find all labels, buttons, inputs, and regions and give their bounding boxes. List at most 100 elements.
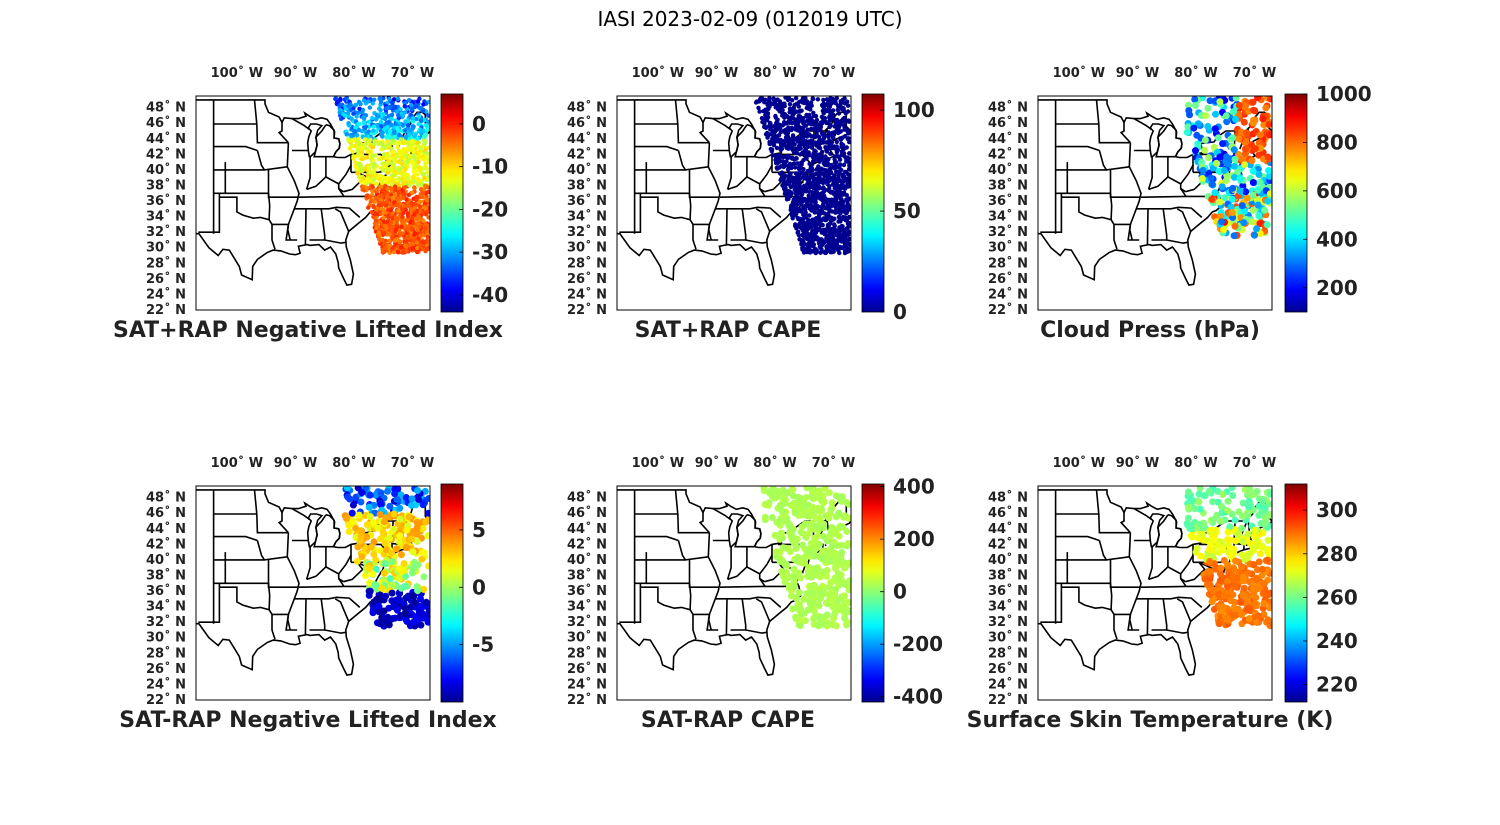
data-point [1224, 497, 1232, 505]
data-point [422, 598, 430, 606]
lat-tick-label: 34˚ N [146, 209, 186, 225]
data-point [816, 178, 821, 183]
state-border [1147, 546, 1153, 580]
data-point [405, 513, 413, 521]
state-border [755, 208, 771, 232]
data-point [802, 132, 807, 137]
lat-tick-label: 32˚ N [567, 614, 607, 630]
lon-tick-label: 80˚ W [753, 455, 796, 471]
data-point [815, 488, 823, 496]
data-point [832, 160, 838, 165]
data-point [378, 584, 386, 592]
state-border [1176, 208, 1192, 232]
data-point [397, 141, 402, 146]
state-border [1185, 561, 1213, 583]
state-border [309, 598, 326, 631]
data-point [808, 503, 816, 511]
data-point [352, 524, 360, 532]
data-point [823, 572, 830, 580]
data-point [1214, 541, 1222, 549]
data-point [1205, 154, 1212, 162]
data-point [823, 154, 828, 159]
colorbar [440, 93, 464, 313]
state-border [1146, 208, 1149, 245]
state-border [272, 613, 298, 631]
data-point [821, 108, 826, 113]
state-border [693, 613, 719, 631]
data-point [844, 127, 849, 132]
data-point [771, 138, 776, 143]
data-point [376, 202, 381, 208]
data-point [362, 180, 367, 185]
data-point [416, 149, 422, 154]
data-point [426, 145, 430, 150]
data-point [775, 166, 780, 171]
data-point [410, 175, 416, 180]
data-point [828, 499, 836, 507]
state-border [712, 117, 731, 131]
data-point [771, 97, 776, 102]
data-point [837, 208, 842, 213]
colorbar [440, 483, 464, 703]
state-border [1055, 145, 1100, 152]
data-point [376, 114, 381, 119]
data-point [411, 153, 416, 158]
data-point [346, 122, 351, 128]
data-point [1240, 118, 1248, 126]
data-point [376, 511, 384, 519]
data-point [786, 96, 792, 101]
data-point [782, 191, 788, 196]
data-point [795, 215, 800, 221]
data-point [391, 97, 397, 102]
data-point [396, 168, 401, 173]
data-point [807, 218, 812, 224]
colorbar-tick-label: 0 [893, 300, 907, 324]
data-point [406, 159, 411, 164]
state-border [1146, 598, 1149, 635]
state-border [1128, 532, 1142, 631]
map-area [196, 96, 430, 286]
data-point [839, 595, 847, 602]
map-frame [195, 485, 431, 701]
data-point [820, 171, 826, 177]
data-point [839, 152, 844, 158]
data-point [807, 197, 812, 202]
state-border [1148, 175, 1186, 193]
state-border [715, 206, 782, 218]
state-border [253, 99, 289, 144]
map-svg: 100˚ W 90˚ W 80˚ W 70˚ W48˚ N46˚ N44˚ N42˚ … [146, 455, 494, 708]
data-point [1206, 97, 1214, 105]
data-point [1237, 598, 1245, 606]
data-point [423, 221, 428, 226]
data-point [1201, 136, 1209, 144]
data-point [770, 153, 776, 158]
data-point [787, 102, 793, 107]
map-svg: 100˚ W 90˚ W 80˚ W 70˚ W48˚ N46˚ N44˚ N42˚ … [567, 65, 935, 324]
data-point [770, 486, 778, 494]
data-point [809, 184, 814, 189]
data-point [1240, 219, 1248, 227]
lat-tick-label: 38˚ N [567, 178, 607, 194]
data-point [831, 610, 839, 618]
state-border [707, 532, 721, 631]
state-border [715, 596, 782, 608]
data-point [1209, 498, 1217, 506]
state-border [640, 196, 697, 250]
data-point [834, 570, 842, 578]
data-point [356, 127, 362, 133]
data-point [401, 583, 409, 590]
lat-tick-label: 46˚ N [146, 115, 186, 131]
data-point [818, 120, 823, 125]
data-point [808, 116, 814, 121]
state-border [1180, 164, 1194, 185]
data-point [815, 140, 821, 145]
data-point [363, 521, 371, 529]
state-border [198, 583, 221, 623]
data-point [368, 137, 373, 143]
lat-tick-label: 46˚ N [567, 115, 607, 131]
state-border [1095, 489, 1131, 534]
data-point [343, 486, 351, 492]
data-point [818, 555, 826, 563]
data-point [827, 506, 835, 514]
state-border [688, 559, 720, 588]
